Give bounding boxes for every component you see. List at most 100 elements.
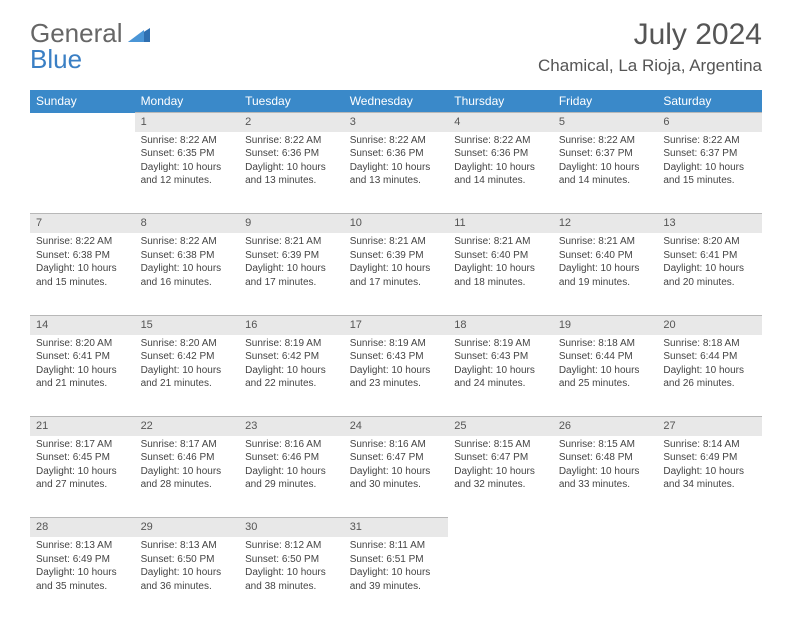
day-info-row: Sunrise: 8:22 AMSunset: 6:35 PMDaylight:… (30, 132, 762, 214)
day-info-cell: Sunrise: 8:19 AMSunset: 6:43 PMDaylight:… (448, 335, 553, 417)
sunset-text: Sunset: 6:47 PM (350, 451, 443, 465)
day-number-row: 78910111213 (30, 214, 762, 233)
sunset-text: Sunset: 6:44 PM (559, 350, 652, 364)
weekday-header: Monday (135, 90, 240, 113)
day-info-cell: Sunrise: 8:15 AMSunset: 6:48 PMDaylight:… (553, 436, 658, 518)
sunset-text: Sunset: 6:43 PM (350, 350, 443, 364)
sunset-text: Sunset: 6:47 PM (454, 451, 547, 465)
day-number-cell: 17 (344, 315, 449, 334)
day-number-row: 123456 (30, 113, 762, 132)
day-number-cell: 9 (239, 214, 344, 233)
sunset-text: Sunset: 6:45 PM (36, 451, 129, 465)
day-info-cell: Sunrise: 8:21 AMSunset: 6:40 PMDaylight:… (448, 233, 553, 315)
weekday-header-row: SundayMondayTuesdayWednesdayThursdayFrid… (30, 90, 762, 113)
sunrise-text: Sunrise: 8:22 AM (454, 134, 547, 148)
day-info-cell: Sunrise: 8:21 AMSunset: 6:39 PMDaylight:… (344, 233, 449, 315)
day-number-cell: 2 (239, 113, 344, 132)
day-number-row: 14151617181920 (30, 315, 762, 334)
sunrise-text: Sunrise: 8:16 AM (245, 438, 338, 452)
sunrise-text: Sunrise: 8:17 AM (36, 438, 129, 452)
day-number-cell (448, 518, 553, 537)
day-info-cell (553, 537, 658, 619)
sunrise-text: Sunrise: 8:14 AM (663, 438, 756, 452)
day-info-cell: Sunrise: 8:22 AMSunset: 6:38 PMDaylight:… (30, 233, 135, 315)
daylight-text: Daylight: 10 hours and 22 minutes. (245, 364, 338, 391)
sunrise-text: Sunrise: 8:19 AM (245, 337, 338, 351)
day-info-cell: Sunrise: 8:12 AMSunset: 6:50 PMDaylight:… (239, 537, 344, 619)
sunrise-text: Sunrise: 8:21 AM (559, 235, 652, 249)
header: General July 2024 Chamical, La Rioja, Ar… (0, 0, 792, 82)
sunset-text: Sunset: 6:37 PM (663, 147, 756, 161)
sunrise-text: Sunrise: 8:15 AM (559, 438, 652, 452)
day-info-cell (657, 537, 762, 619)
daylight-text: Daylight: 10 hours and 32 minutes. (454, 465, 547, 492)
day-info-cell: Sunrise: 8:15 AMSunset: 6:47 PMDaylight:… (448, 436, 553, 518)
sunset-text: Sunset: 6:42 PM (141, 350, 234, 364)
day-info-cell: Sunrise: 8:22 AMSunset: 6:36 PMDaylight:… (448, 132, 553, 214)
daylight-text: Daylight: 10 hours and 13 minutes. (350, 161, 443, 188)
sunset-text: Sunset: 6:36 PM (454, 147, 547, 161)
day-number-cell: 7 (30, 214, 135, 233)
day-info-cell: Sunrise: 8:17 AMSunset: 6:46 PMDaylight:… (135, 436, 240, 518)
daylight-text: Daylight: 10 hours and 27 minutes. (36, 465, 129, 492)
sunset-text: Sunset: 6:41 PM (36, 350, 129, 364)
daylight-text: Daylight: 10 hours and 15 minutes. (663, 161, 756, 188)
weekday-header: Thursday (448, 90, 553, 113)
day-info-cell: Sunrise: 8:20 AMSunset: 6:41 PMDaylight:… (657, 233, 762, 315)
sunrise-text: Sunrise: 8:20 AM (663, 235, 756, 249)
daylight-text: Daylight: 10 hours and 30 minutes. (350, 465, 443, 492)
day-number-cell: 29 (135, 518, 240, 537)
daylight-text: Daylight: 10 hours and 12 minutes. (141, 161, 234, 188)
day-number-cell (553, 518, 658, 537)
day-info-cell: Sunrise: 8:21 AMSunset: 6:40 PMDaylight:… (553, 233, 658, 315)
day-number-cell: 3 (344, 113, 449, 132)
sunrise-text: Sunrise: 8:19 AM (454, 337, 547, 351)
day-number-row: 21222324252627 (30, 417, 762, 436)
daylight-text: Daylight: 10 hours and 14 minutes. (559, 161, 652, 188)
sunrise-text: Sunrise: 8:22 AM (663, 134, 756, 148)
month-title: July 2024 (538, 18, 762, 52)
day-info-row: Sunrise: 8:22 AMSunset: 6:38 PMDaylight:… (30, 233, 762, 315)
day-info-cell: Sunrise: 8:16 AMSunset: 6:47 PMDaylight:… (344, 436, 449, 518)
day-info-cell: Sunrise: 8:17 AMSunset: 6:45 PMDaylight:… (30, 436, 135, 518)
day-number-cell: 21 (30, 417, 135, 436)
day-info-cell: Sunrise: 8:19 AMSunset: 6:43 PMDaylight:… (344, 335, 449, 417)
day-info-cell: Sunrise: 8:18 AMSunset: 6:44 PMDaylight:… (553, 335, 658, 417)
sunset-text: Sunset: 6:41 PM (663, 249, 756, 263)
sunrise-text: Sunrise: 8:22 AM (245, 134, 338, 148)
day-number-cell: 10 (344, 214, 449, 233)
day-info-cell: Sunrise: 8:22 AMSunset: 6:38 PMDaylight:… (135, 233, 240, 315)
day-info-cell (448, 537, 553, 619)
sunrise-text: Sunrise: 8:21 AM (245, 235, 338, 249)
day-number-cell: 12 (553, 214, 658, 233)
day-number-cell: 31 (344, 518, 449, 537)
logo-triangle-icon (128, 26, 150, 42)
sunset-text: Sunset: 6:40 PM (559, 249, 652, 263)
daylight-text: Daylight: 10 hours and 17 minutes. (245, 262, 338, 289)
sunrise-text: Sunrise: 8:11 AM (350, 539, 443, 553)
daylight-text: Daylight: 10 hours and 21 minutes. (36, 364, 129, 391)
weekday-header: Saturday (657, 90, 762, 113)
title-block: July 2024 Chamical, La Rioja, Argentina (538, 18, 762, 76)
day-number-cell: 8 (135, 214, 240, 233)
day-info-cell: Sunrise: 8:13 AMSunset: 6:50 PMDaylight:… (135, 537, 240, 619)
day-number-cell: 28 (30, 518, 135, 537)
weekday-header: Friday (553, 90, 658, 113)
day-info-cell: Sunrise: 8:14 AMSunset: 6:49 PMDaylight:… (657, 436, 762, 518)
day-info-cell: Sunrise: 8:13 AMSunset: 6:49 PMDaylight:… (30, 537, 135, 619)
day-number-cell: 20 (657, 315, 762, 334)
day-info-cell: Sunrise: 8:22 AMSunset: 6:36 PMDaylight:… (239, 132, 344, 214)
sunset-text: Sunset: 6:49 PM (663, 451, 756, 465)
sunrise-text: Sunrise: 8:18 AM (559, 337, 652, 351)
day-number-cell: 4 (448, 113, 553, 132)
sunset-text: Sunset: 6:38 PM (141, 249, 234, 263)
sunrise-text: Sunrise: 8:22 AM (559, 134, 652, 148)
sunset-text: Sunset: 6:46 PM (141, 451, 234, 465)
daylight-text: Daylight: 10 hours and 39 minutes. (350, 566, 443, 593)
day-number-cell: 16 (239, 315, 344, 334)
day-number-cell: 30 (239, 518, 344, 537)
day-number-cell: 25 (448, 417, 553, 436)
sunrise-text: Sunrise: 8:20 AM (36, 337, 129, 351)
daylight-text: Daylight: 10 hours and 20 minutes. (663, 262, 756, 289)
daylight-text: Daylight: 10 hours and 29 minutes. (245, 465, 338, 492)
